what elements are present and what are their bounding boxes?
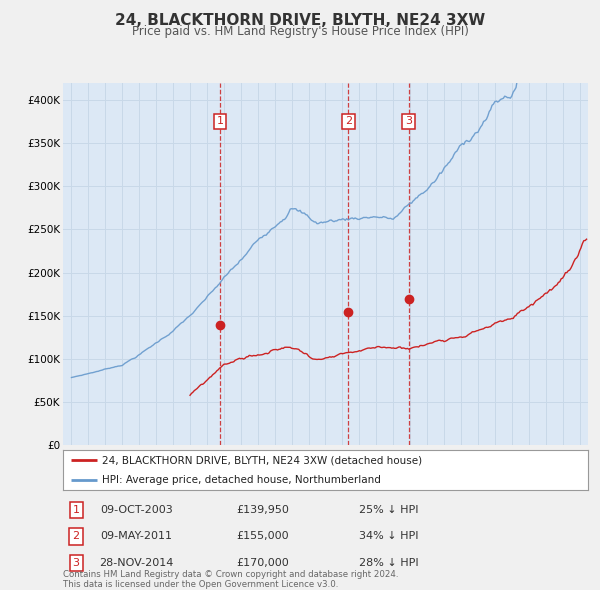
Text: £155,000: £155,000 bbox=[236, 532, 289, 542]
Text: 1: 1 bbox=[73, 505, 80, 515]
Text: £139,950: £139,950 bbox=[236, 505, 289, 515]
Text: 2: 2 bbox=[73, 532, 80, 542]
Text: 09-OCT-2003: 09-OCT-2003 bbox=[100, 505, 173, 515]
Text: 3: 3 bbox=[73, 558, 80, 568]
Text: £170,000: £170,000 bbox=[236, 558, 289, 568]
Text: 1: 1 bbox=[217, 116, 223, 126]
Text: 25% ↓ HPI: 25% ↓ HPI bbox=[359, 505, 418, 515]
Text: Price paid vs. HM Land Registry's House Price Index (HPI): Price paid vs. HM Land Registry's House … bbox=[131, 25, 469, 38]
Text: 28-NOV-2014: 28-NOV-2014 bbox=[100, 558, 173, 568]
Text: 09-MAY-2011: 09-MAY-2011 bbox=[101, 532, 173, 542]
Text: 2: 2 bbox=[345, 116, 352, 126]
Text: HPI: Average price, detached house, Northumberland: HPI: Average price, detached house, Nort… bbox=[103, 475, 381, 484]
Text: 34% ↓ HPI: 34% ↓ HPI bbox=[359, 532, 418, 542]
Text: 24, BLACKTHORN DRIVE, BLYTH, NE24 3XW: 24, BLACKTHORN DRIVE, BLYTH, NE24 3XW bbox=[115, 13, 485, 28]
Text: Contains HM Land Registry data © Crown copyright and database right 2024.
This d: Contains HM Land Registry data © Crown c… bbox=[63, 570, 398, 589]
Text: 24, BLACKTHORN DRIVE, BLYTH, NE24 3XW (detached house): 24, BLACKTHORN DRIVE, BLYTH, NE24 3XW (d… bbox=[103, 455, 422, 466]
Text: 3: 3 bbox=[405, 116, 412, 126]
Text: 28% ↓ HPI: 28% ↓ HPI bbox=[359, 558, 418, 568]
